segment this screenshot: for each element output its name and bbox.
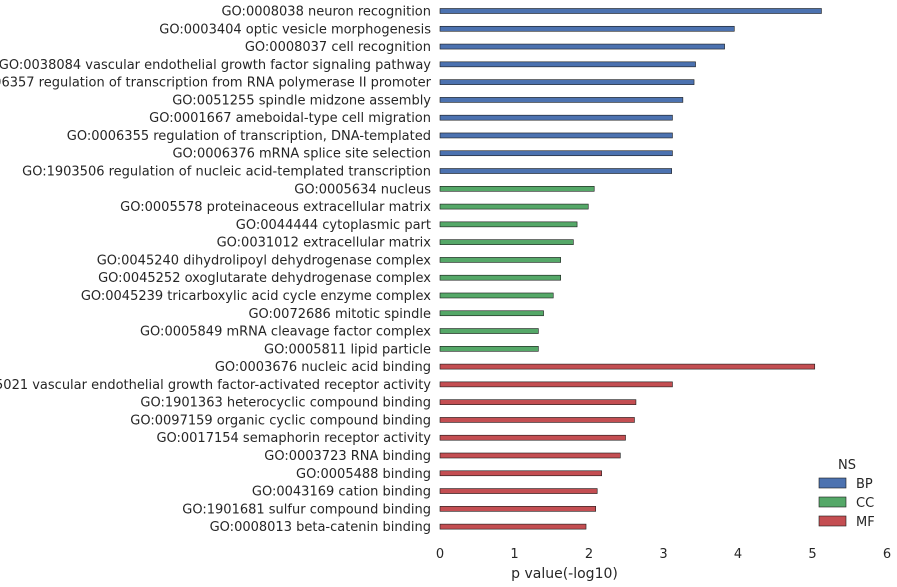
bar (439, 399, 637, 405)
y-tick-label: GO:0097159 organic cyclic compound bindi… (130, 413, 431, 428)
y-tick-label: GO:1901681 sulfur compound binding (182, 502, 431, 517)
y-tick-label: GO:0043169 cation binding (252, 485, 431, 500)
y-tick-label: GO:0045252 oxoglutarate dehydrogenase co… (98, 271, 431, 286)
bar (439, 417, 635, 423)
bar (439, 310, 544, 317)
y-tick-labels: GO:0008038 neuron recognition GO:0003404 … (0, 5, 432, 536)
y-tick-label: GO:0008038 neuron recognition (221, 5, 431, 20)
y-tick-label: GO:0006355 regulation of transcription, … (67, 129, 431, 144)
x-tick-label: 5 (808, 547, 816, 562)
bar (439, 168, 672, 174)
bar (439, 79, 695, 85)
bar (439, 452, 621, 459)
bar (439, 43, 725, 50)
x-tick-label: 4 (734, 547, 742, 562)
y-tick-label: GO:1903506 regulation of nucleic acid-te… (22, 165, 431, 180)
y-tick-label: GO:0006376 mRNA splice site selection (172, 147, 431, 162)
bar (439, 61, 696, 68)
bar (439, 150, 673, 157)
x-tick-label: 2 (585, 547, 593, 562)
bars-layer (439, 8, 822, 530)
bar (439, 114, 673, 121)
bar (439, 363, 816, 370)
x-tick-label: 1 (510, 547, 518, 562)
legend-swatch (818, 496, 847, 508)
bar (439, 221, 578, 228)
bar (439, 346, 539, 352)
y-tick-label: GO:0045239 tricarboxylic acid cycle enzy… (81, 289, 431, 304)
bar (439, 292, 554, 299)
y-tick-label: GO:0003404 optic vesicle morphogenesis (159, 22, 431, 37)
y-tick-label: GO:0072686 mitotic spindle (248, 307, 431, 322)
bar (439, 257, 561, 263)
bar (439, 274, 561, 281)
y-tick-label: GO:0045240 dihydrolipoyl dehydrogenase c… (97, 253, 432, 268)
y-tick-label: GO:0001667 ameboidal-type cell migration (149, 111, 431, 126)
bar (439, 523, 587, 530)
y-tick-label: GO:0003723 RNA binding (264, 449, 431, 464)
legend-label: CC (856, 496, 874, 511)
bar (439, 203, 589, 210)
bar (439, 239, 574, 245)
bar (439, 8, 822, 14)
y-tick-label: GO:0006357 regulation of transcription f… (0, 76, 432, 91)
bar (439, 186, 595, 192)
bar (439, 381, 673, 388)
bar (439, 25, 735, 32)
y-tick-label: GO:0005634 nucleus (294, 182, 431, 197)
y-tick-label: GO:0038084 vascular endothelial growth f… (0, 58, 431, 73)
y-tick-label: GO:0017154 semaphorin receptor activity (156, 431, 431, 446)
bar (439, 434, 626, 441)
bar (439, 506, 597, 512)
legend-label: BP (856, 477, 873, 492)
legend-swatch (818, 515, 847, 527)
x-tick-label: 3 (659, 547, 667, 562)
y-tick-label: GO:0005488 binding (296, 467, 431, 482)
y-tick-label: GO:0008013 beta-catenin binding (210, 520, 431, 535)
bar (439, 470, 602, 477)
x-tick-label: 6 (883, 547, 891, 562)
bar (439, 488, 598, 494)
legend: NS BP CC MF (818, 458, 875, 530)
bar (439, 132, 673, 139)
bar (439, 328, 539, 334)
y-tick-label: GO:0003676 nucleic acid binding (215, 360, 431, 375)
y-tick-label: GO:0005849 mRNA cleavage factor complex (140, 325, 431, 340)
x-tick-label: 0 (436, 547, 444, 562)
legend-swatch (818, 477, 847, 489)
y-tick-label: GO:0008037 cell recognition (245, 40, 431, 55)
y-tick-label: GO:0005021 vascular endothelial growth f… (0, 378, 431, 393)
y-tick-label: GO:0051255 spindle midzone assembly (172, 93, 431, 108)
y-tick-label: GO:0005578 proteinaceous extracellular m… (120, 200, 431, 215)
y-tick-label: GO:0044444 cytoplasmic part (236, 218, 431, 233)
y-tick-label: GO:0005811 lipid particle (264, 342, 431, 357)
y-tick-label: GO:1901363 heterocyclic compound binding (140, 396, 431, 411)
x-axis-title: p value(-log10) (511, 566, 618, 582)
x-tick-labels: 0 1 2 3 4 5 6 (436, 547, 891, 562)
legend-title: NS (838, 458, 856, 473)
bar (439, 97, 684, 103)
y-tick-label: GO:0031012 extracellular matrix (217, 236, 432, 251)
legend-label: MF (856, 515, 875, 530)
